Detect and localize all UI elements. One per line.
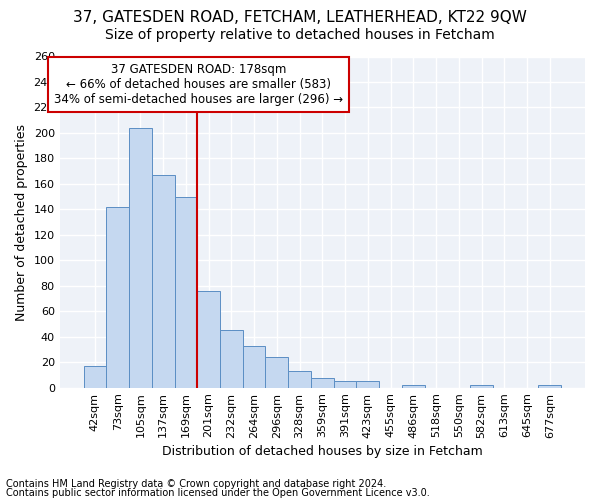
Text: Contains public sector information licensed under the Open Government Licence v3: Contains public sector information licen… [6, 488, 430, 498]
Text: 37 GATESDEN ROAD: 178sqm
← 66% of detached houses are smaller (583)
34% of semi-: 37 GATESDEN ROAD: 178sqm ← 66% of detach… [55, 63, 343, 106]
Bar [243, 346, 265, 388]
Bar [83, 366, 106, 388]
Text: 37, GATESDEN ROAD, FETCHAM, LEATHERHEAD, KT22 9QW: 37, GATESDEN ROAD, FETCHAM, LEATHERHEAD,… [73, 10, 527, 25]
Bar [311, 378, 334, 388]
Bar [356, 382, 379, 388]
Bar [152, 175, 175, 388]
Bar [129, 128, 152, 388]
X-axis label: Distribution of detached houses by size in Fetcham: Distribution of detached houses by size … [162, 444, 483, 458]
Bar [106, 207, 129, 388]
Bar [288, 371, 311, 388]
Y-axis label: Number of detached properties: Number of detached properties [15, 124, 28, 320]
Text: Contains HM Land Registry data © Crown copyright and database right 2024.: Contains HM Land Registry data © Crown c… [6, 479, 386, 489]
Bar [220, 330, 243, 388]
Bar [197, 291, 220, 388]
Bar [402, 385, 425, 388]
Bar [334, 382, 356, 388]
Text: Size of property relative to detached houses in Fetcham: Size of property relative to detached ho… [105, 28, 495, 42]
Bar [265, 357, 288, 388]
Bar [538, 385, 561, 388]
Bar [470, 385, 493, 388]
Bar [175, 196, 197, 388]
